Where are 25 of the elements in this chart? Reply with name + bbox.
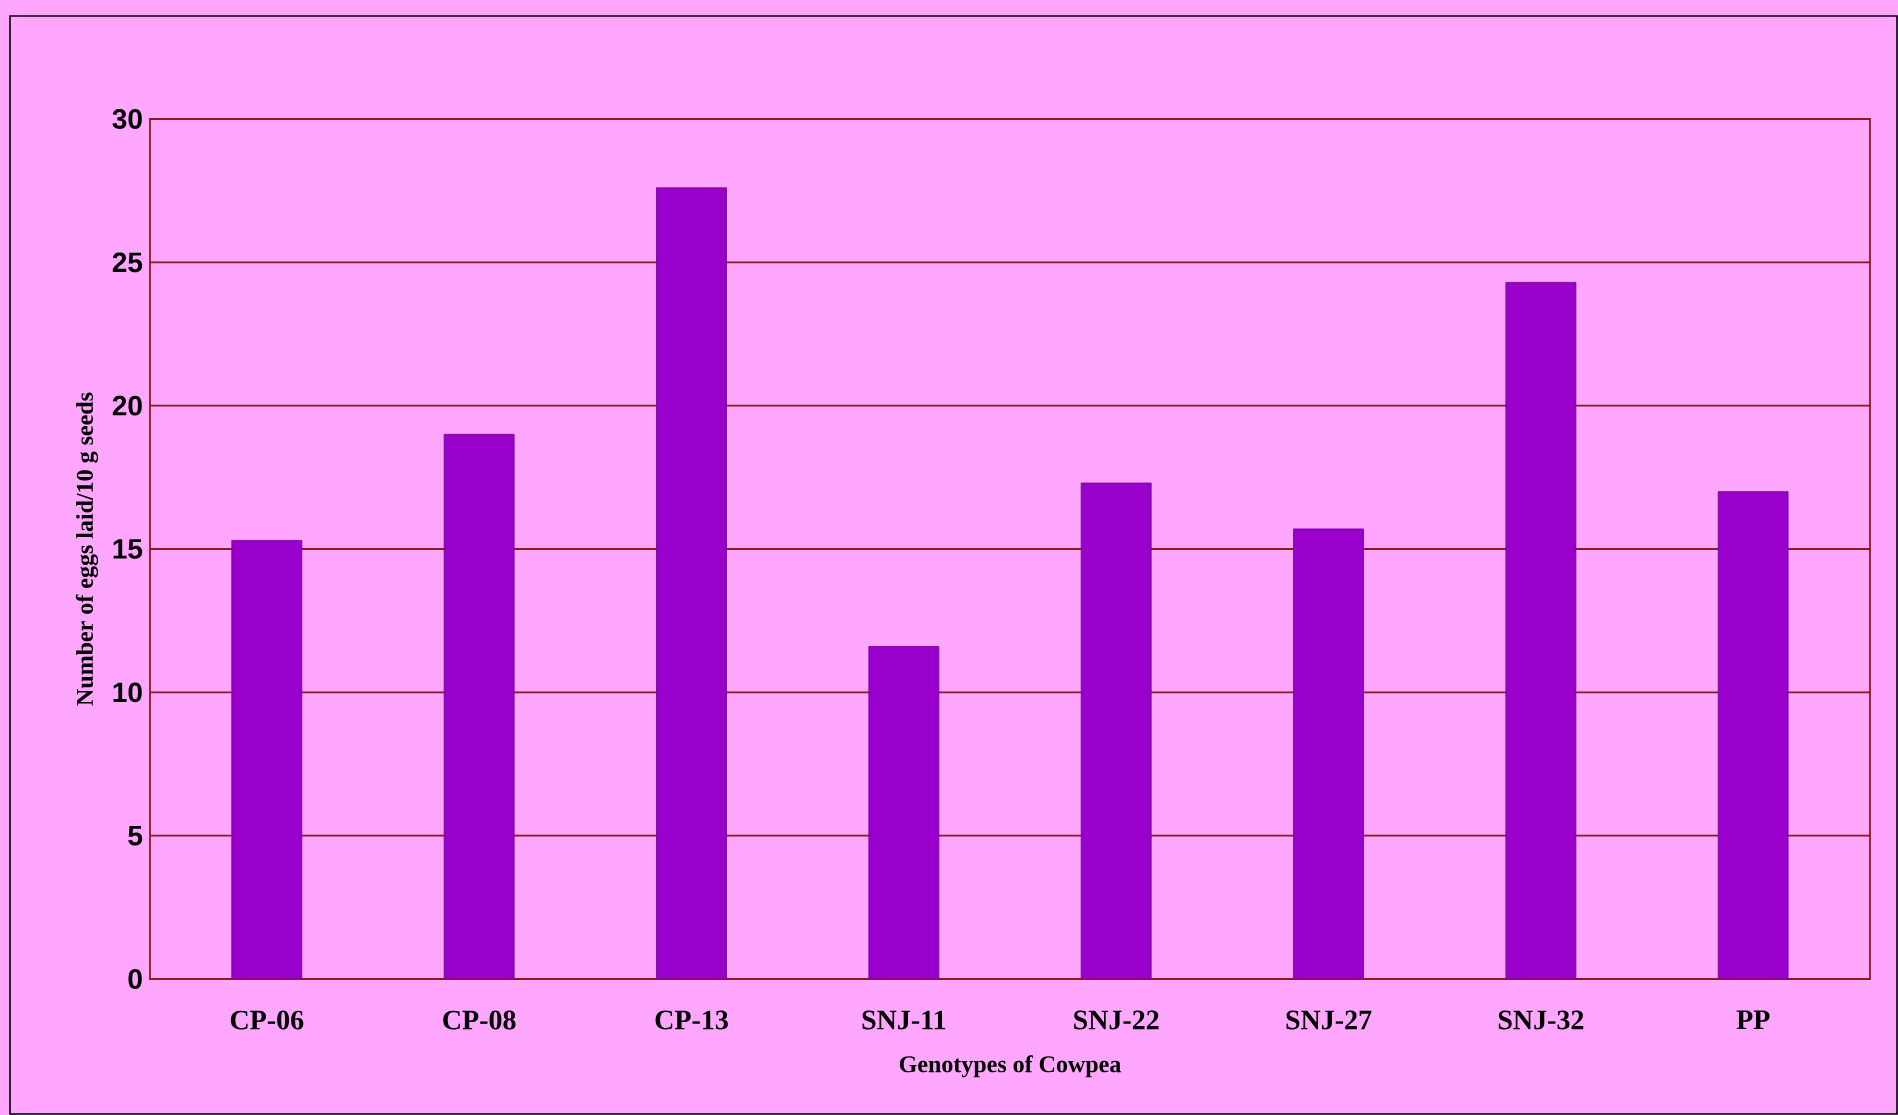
x-tick-label: CP-13	[655, 1010, 728, 1030]
y-tick-label: 5	[128, 825, 143, 846]
bar	[443, 433, 515, 979]
bar	[1717, 491, 1789, 979]
bar	[1080, 482, 1152, 979]
bar	[1293, 528, 1364, 979]
x-tick-label: SNJ-11	[862, 1010, 946, 1030]
x-tick-label: SNJ-22	[1074, 1010, 1159, 1030]
y-tick-label: 0	[128, 969, 142, 989]
x-tick-label: SNJ-32	[1498, 1010, 1584, 1030]
y-axis-title: Number of eggs laid/10 g seeds	[75, 392, 99, 706]
y-tick-label: 20	[112, 395, 142, 416]
y-tick-label: 30	[112, 109, 142, 129]
bar	[656, 187, 727, 979]
bar	[1505, 282, 1577, 979]
x-axis-title: Genotypes of Cowpea	[899, 1055, 1121, 1078]
x-tick-label: SNJ-27	[1286, 1010, 1372, 1030]
x-tick-label: CP-08	[443, 1010, 516, 1030]
y-tick-label: 10	[113, 682, 142, 703]
bar	[231, 540, 303, 979]
y-tick-label: 25	[112, 252, 143, 273]
x-tick-label: CP-06	[230, 1010, 304, 1030]
x-tick-label: PP	[1736, 1010, 1770, 1029]
bar	[868, 646, 940, 979]
y-tick-label: 15	[113, 539, 143, 559]
